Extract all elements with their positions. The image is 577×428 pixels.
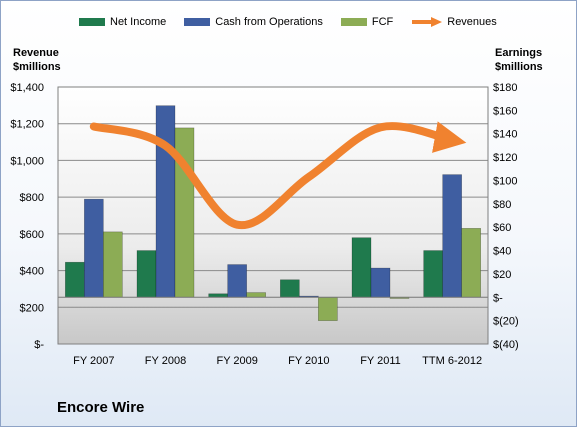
bar-net-income <box>208 293 228 298</box>
x-tick-label: FY 2009 <box>216 355 257 367</box>
right-tick-label: $20 <box>493 269 511 281</box>
x-tick-label: FY 2007 <box>73 355 114 367</box>
right-tick-label: $40 <box>493 246 511 258</box>
left-tick-label: $400 <box>20 266 44 278</box>
right-tick-label: $(20) <box>493 316 519 328</box>
right-tick-label: $180 <box>493 82 517 94</box>
legend-item-net-income: Net Income <box>79 16 166 28</box>
legend-swatch-fcf <box>340 18 367 26</box>
left-axis-title: Revenue $millions <box>13 46 61 74</box>
legend-item-revenues: Revenues <box>411 16 497 28</box>
legend-label-cash-from-operations: Cash from Operations <box>215 16 323 28</box>
bar-net-income <box>351 237 372 298</box>
bar-fcf <box>246 292 266 298</box>
bar-cash-from-operations <box>155 105 176 298</box>
left-tick-label: $1,000 <box>10 155 44 167</box>
legend-swatch-net-income <box>79 18 105 26</box>
bar-cash-from-operations <box>442 174 462 298</box>
left-tick-label: $800 <box>20 192 44 204</box>
bar-fcf <box>461 228 481 298</box>
bar-net-income <box>280 279 300 298</box>
right-tick-label: $100 <box>493 175 517 187</box>
legend-label-net-income: Net Income <box>110 16 167 28</box>
x-tick-label: TTM 6-2012 <box>422 355 482 367</box>
bar-net-income <box>65 261 85 298</box>
left-tick-label: $- <box>34 339 44 351</box>
bar-cash-from-operations <box>370 267 391 298</box>
right-axis-title-line1: Earnings <box>495 47 543 59</box>
legend-item-cash-from-operations: Cash from Operations <box>184 16 323 28</box>
chart-title: Encore Wire <box>57 399 145 416</box>
right-axis-title: Earnings $millions <box>495 46 543 74</box>
right-tick-label: $160 <box>493 105 517 117</box>
bar-net-income <box>136 250 157 298</box>
legend-label-revenues: Revenues <box>447 16 497 28</box>
bar-fcf <box>318 296 338 321</box>
right-tick-label: $- <box>493 292 503 304</box>
plot-area <box>58 87 488 344</box>
revenues-line <box>89 121 467 230</box>
legend-item-fcf: FCF <box>340 16 394 28</box>
bar-cash-from-operations <box>227 264 247 298</box>
bar-cash-from-operations <box>84 198 104 298</box>
right-tick-label: $140 <box>493 129 517 141</box>
left-tick-label: $600 <box>20 229 44 241</box>
bar-net-income <box>423 250 443 298</box>
x-tick-label: FY 2008 <box>145 355 186 367</box>
left-tick-label: $200 <box>20 302 44 314</box>
right-tick-label: $60 <box>493 222 511 234</box>
left-axis-title-line1: Revenue <box>13 47 59 59</box>
right-tick-label: $(40) <box>493 339 519 351</box>
left-axis-title-line2: $millions <box>13 61 61 73</box>
plot-border <box>57 86 489 345</box>
left-tick-label: $1,200 <box>10 119 44 131</box>
x-tick-label: FY 2011 <box>360 355 401 367</box>
x-tick-label: FY 2010 <box>288 355 329 367</box>
left-tick-label: $1,400 <box>10 82 44 94</box>
legend: Net Income Cash from Operations FCF Reve… <box>79 16 515 28</box>
bar-fcf <box>103 231 123 298</box>
right-tick-label: $120 <box>493 152 517 164</box>
right-tick-label: $80 <box>493 199 511 211</box>
legend-arrow-icon <box>412 17 443 27</box>
legend-swatch-cash-from-operations <box>184 18 211 26</box>
right-axis-title-line2: $millions <box>495 61 543 73</box>
legend-label-fcf: FCF <box>371 16 394 28</box>
